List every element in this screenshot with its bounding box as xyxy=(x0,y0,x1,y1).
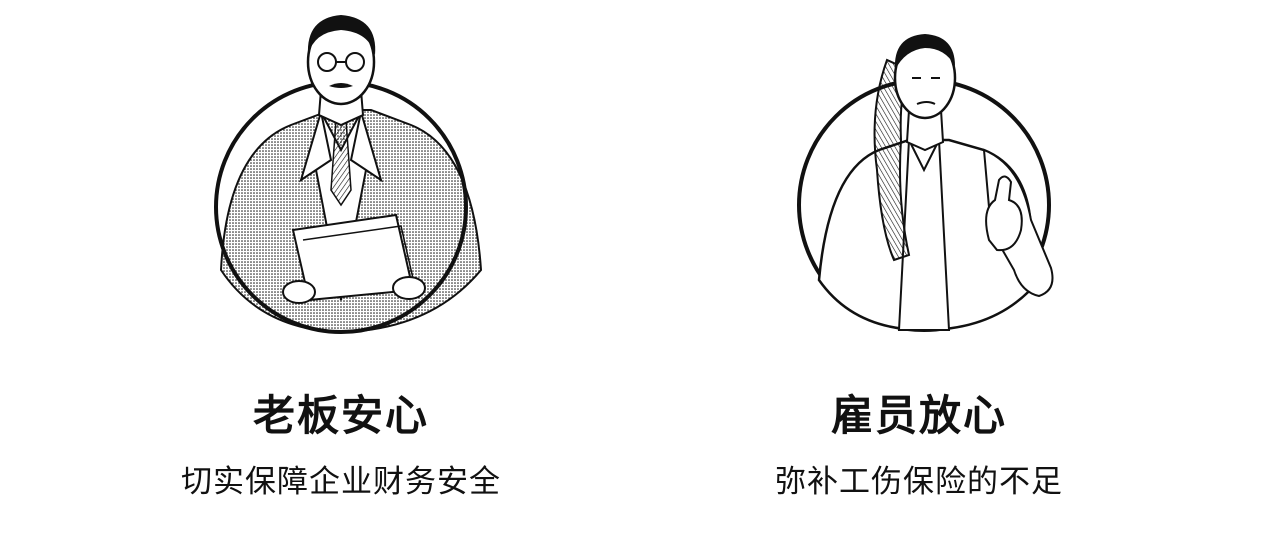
feature-title: 雇员放心 xyxy=(830,391,1007,440)
feature-subtitle: 弥补工伤保险的不足 xyxy=(775,464,1063,500)
businessman-with-documents-icon xyxy=(181,0,501,340)
feature-employee-reassurance: 雇员放心 弥补工伤保险的不足 xyxy=(709,0,1129,548)
feature-title: 老板安心 xyxy=(252,391,429,440)
feature-subtitle: 切实保障企业财务安全 xyxy=(181,464,501,500)
employee-thumbs-up-icon xyxy=(759,0,1079,340)
feature-boss-peace-of-mind: 老板安心 切实保障企业财务安全 xyxy=(131,0,551,548)
